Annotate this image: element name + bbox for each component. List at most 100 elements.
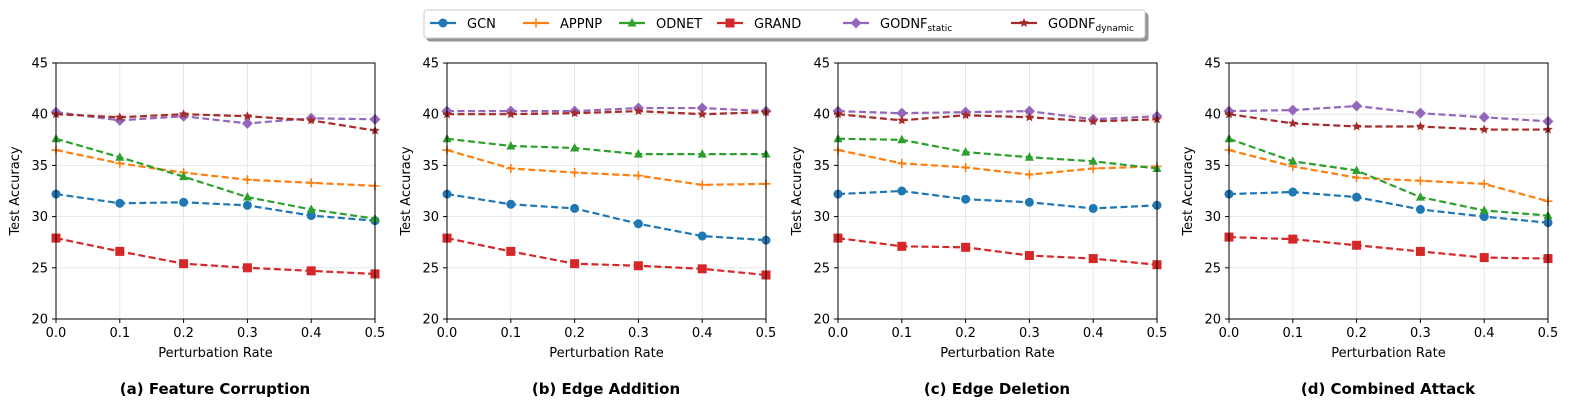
legend: GCN APPNP ODNET GRAND GODNFstatic GODNFdynami… [423, 9, 1146, 39]
data-point [1288, 156, 1298, 165]
data-point [115, 246, 125, 256]
x-tick-label: 0.4 [1083, 326, 1104, 341]
x-tick-label: 0.5 [756, 326, 777, 341]
series-grand [442, 233, 771, 280]
y-tick-label: 45 [31, 57, 48, 72]
x-tick-label: 0.0 [1219, 326, 1240, 341]
data-point [1024, 197, 1034, 207]
legend-label: ODNET [656, 17, 702, 32]
data-point [570, 168, 580, 178]
data-point [242, 263, 252, 273]
data-point [1415, 121, 1426, 131]
x-tick-label: 0.5 [1538, 326, 1559, 341]
x-tick-label: 0.2 [173, 326, 194, 341]
data-point [1024, 152, 1034, 161]
legend-label: GCN [467, 17, 496, 32]
y-tick-label: 40 [422, 108, 439, 123]
x-tick-label: 0.3 [237, 326, 258, 341]
data-point [115, 112, 125, 122]
series-odnet [833, 133, 1162, 172]
x-tick-label: 0.2 [955, 326, 976, 341]
y-tick-label: 35 [422, 159, 439, 174]
x-tick-label: 0.5 [365, 326, 386, 341]
y-tick-label: 25 [813, 261, 830, 276]
series-godnf-dynamic [833, 109, 1162, 126]
series-godnf-dynamic [51, 109, 380, 135]
data-point [115, 152, 125, 161]
data-point [1288, 118, 1298, 128]
data-point [570, 259, 580, 269]
data-point [1024, 112, 1035, 122]
series-grand [51, 233, 380, 279]
data-point [1088, 254, 1098, 264]
legend-label-text: GRAND [754, 17, 801, 32]
data-point [241, 117, 253, 129]
axes-frame [837, 62, 1158, 320]
legend-label: GODNFstatic [880, 17, 952, 34]
data-point [1415, 192, 1425, 201]
data-point [897, 134, 907, 144]
series-line [837, 148, 1158, 176]
data-point [697, 149, 707, 158]
data-point [1351, 121, 1362, 131]
data-point [633, 149, 643, 158]
data-point [1415, 246, 1425, 256]
series-line [837, 237, 1158, 266]
series-line [1228, 137, 1549, 217]
data-point [961, 147, 971, 156]
legend-entry: GRAND [717, 17, 801, 32]
x-tick-label: 0.5 [1147, 326, 1168, 341]
y-axis-label: Test Accuracy [790, 146, 805, 236]
x-tick-label: 0.4 [1474, 326, 1495, 341]
x-tick-label: 0.1 [1282, 326, 1303, 341]
panel-title: (a) Feature Corruption [120, 380, 310, 398]
data-point [897, 241, 907, 251]
data-point [961, 162, 971, 172]
legend-entry: APPNP [523, 17, 602, 32]
series-line [446, 148, 767, 186]
series-line [446, 237, 767, 277]
data-point [570, 142, 580, 152]
series-line [55, 137, 376, 220]
series-line [837, 110, 1158, 121]
series-line [55, 192, 376, 222]
series-line [837, 137, 1158, 170]
series-line [447, 110, 767, 116]
y-tick-label: 40 [1204, 108, 1221, 123]
panel-title: (b) Edge Addition [532, 380, 680, 398]
y-tick-label: 35 [1204, 159, 1221, 174]
legend-entry: GODNFdynamic [1011, 17, 1134, 34]
series-appnp [833, 145, 1162, 180]
data-point [570, 203, 580, 213]
y-tick-label: 20 [422, 313, 439, 328]
y-tick-label: 30 [1204, 210, 1221, 225]
series-odnet [51, 133, 380, 223]
y-tick-label: 40 [813, 108, 830, 123]
data-point [1352, 240, 1362, 250]
data-point [1479, 124, 1489, 134]
legend-marker-icon [627, 18, 637, 27]
y-tick-label: 25 [422, 261, 439, 276]
series-line [55, 113, 376, 132]
x-tick-label: 0.2 [564, 326, 585, 341]
x-tick-label: 0.3 [1410, 326, 1431, 341]
data-point [1088, 116, 1098, 126]
data-point [1414, 107, 1426, 119]
legend-label-text: GCN [467, 17, 496, 32]
data-point [1479, 212, 1489, 222]
y-tick-label: 20 [813, 313, 830, 328]
x-tick-label: 0.2 [1346, 326, 1367, 341]
panel-title: (c) Edge Deletion [924, 380, 1070, 398]
legend-label: GODNFdynamic [1048, 17, 1134, 34]
data-point [178, 109, 189, 119]
y-tick-label: 25 [1204, 261, 1221, 276]
data-point [179, 197, 189, 207]
data-point [1088, 163, 1098, 173]
data-point [697, 180, 707, 190]
series-line [1228, 113, 1548, 131]
data-point [697, 264, 707, 274]
chart-panel: 0.0 0.1 0.2 0.3 0.4 0.5 20 25 30 35 40 45 Perturbati… [399, 57, 776, 399]
data-point [1479, 253, 1489, 263]
x-tick-label: 0.3 [1019, 326, 1040, 341]
